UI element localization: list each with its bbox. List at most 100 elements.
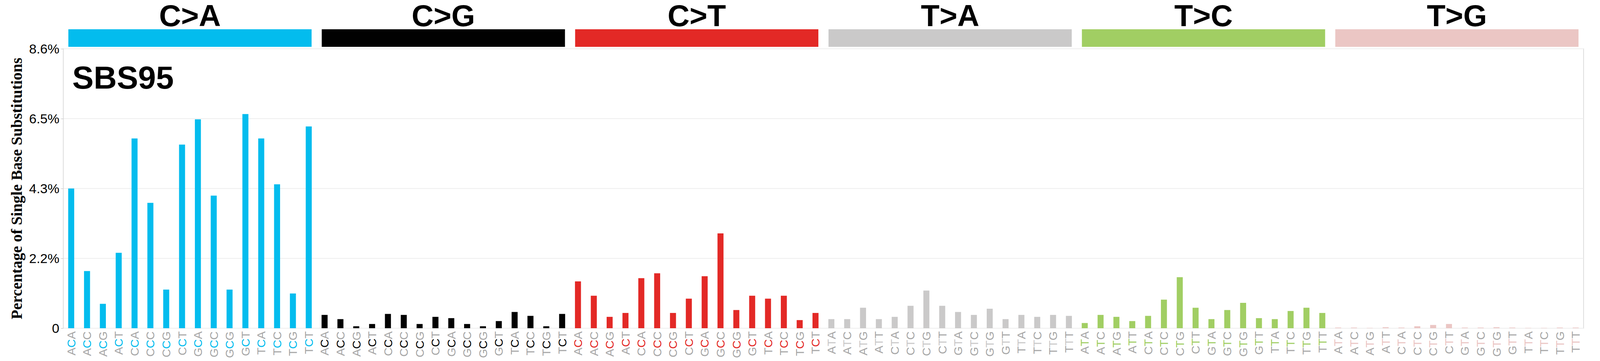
svg-text:T: T	[508, 348, 522, 356]
svg-text:G: G	[793, 331, 807, 341]
svg-text:C: C	[698, 339, 711, 349]
svg-text:G: G	[1505, 346, 1519, 356]
svg-text:G: G	[1490, 331, 1504, 341]
svg-text:T: T	[492, 331, 506, 339]
svg-text:T: T	[1125, 331, 1139, 339]
svg-text:T: T	[1205, 339, 1218, 347]
svg-text:C: C	[350, 340, 363, 350]
svg-text:T: T	[1125, 338, 1139, 346]
svg-text:T: T	[1316, 346, 1329, 354]
svg-text:T: T	[808, 331, 822, 339]
svg-text:C: C	[1347, 331, 1361, 341]
svg-text:T: T	[1268, 346, 1282, 354]
svg-text:A: A	[840, 347, 854, 356]
svg-text:T: T	[286, 349, 300, 357]
svg-text:G: G	[1205, 346, 1218, 356]
svg-text:T: T	[761, 348, 775, 356]
svg-text:C: C	[159, 349, 173, 358]
svg-text:A: A	[603, 349, 617, 358]
svg-text:T: T	[872, 331, 886, 339]
svg-text:A: A	[571, 331, 585, 340]
svg-text:G: G	[698, 348, 711, 358]
svg-text:C: C	[413, 340, 427, 350]
svg-text:C: C	[571, 339, 585, 349]
svg-text:A: A	[825, 346, 838, 355]
svg-text:T: T	[270, 348, 284, 356]
svg-text:G: G	[714, 348, 727, 358]
svg-text:C: C	[808, 338, 822, 348]
svg-text:T: T	[1094, 340, 1108, 348]
svg-text:G: G	[223, 349, 236, 359]
svg-text:T: T	[682, 331, 696, 339]
svg-text:C: C	[714, 331, 727, 341]
svg-text:T: T	[999, 338, 1013, 346]
svg-text:A: A	[317, 348, 331, 356]
svg-text:A: A	[333, 348, 347, 357]
svg-text:G: G	[159, 331, 173, 341]
svg-text:T: T	[856, 340, 870, 348]
svg-text:T>C: T>C	[1174, 0, 1233, 33]
svg-text:T: T	[1410, 340, 1424, 348]
svg-text:A: A	[1014, 331, 1028, 340]
svg-text:C: C	[1537, 331, 1551, 341]
svg-text:C: C	[397, 340, 411, 349]
svg-text:C: C	[888, 346, 902, 356]
svg-text:T: T	[1521, 346, 1535, 354]
svg-text:2.2%: 2.2%	[29, 251, 60, 267]
svg-text:T: T	[1046, 340, 1060, 348]
svg-text:T: T	[302, 331, 316, 339]
svg-text:T: T	[888, 339, 902, 347]
svg-text:G: G	[666, 331, 680, 341]
svg-text:A: A	[317, 331, 331, 340]
svg-text:G: G	[730, 349, 743, 359]
svg-text:T: T	[112, 331, 125, 339]
svg-text:C: C	[143, 348, 157, 358]
svg-text:C: C	[777, 340, 791, 349]
svg-text:C: C	[302, 338, 316, 348]
svg-text:C: C	[159, 340, 173, 350]
svg-text:C: C	[207, 340, 221, 349]
svg-text:G: G	[350, 331, 363, 341]
svg-text:T: T	[1331, 339, 1345, 347]
svg-text:G: G	[983, 331, 997, 341]
svg-text:C: C	[935, 346, 949, 355]
svg-text:T: T	[1157, 340, 1171, 348]
svg-text:T: T	[555, 331, 569, 339]
svg-text:C: C	[64, 339, 78, 349]
svg-text:A: A	[1078, 331, 1092, 340]
svg-text:A: A	[1379, 346, 1393, 354]
svg-text:C: C	[413, 349, 427, 358]
svg-text:C: C	[317, 339, 331, 349]
svg-text:G: G	[603, 331, 617, 341]
svg-text:C: C	[333, 340, 347, 349]
svg-text:G: G	[1553, 331, 1567, 341]
svg-text:C: C	[1426, 348, 1440, 357]
svg-text:A: A	[1521, 331, 1535, 340]
svg-text:T: T	[1300, 348, 1313, 356]
svg-text:T: T	[523, 348, 537, 356]
svg-text:C: C	[603, 340, 617, 350]
svg-text:T: T	[1537, 347, 1551, 355]
svg-text:A: A	[64, 348, 78, 356]
svg-text:C: C	[793, 340, 807, 350]
svg-text:A: A	[1458, 331, 1472, 340]
svg-text:C: C	[903, 347, 917, 356]
svg-text:C: C	[919, 348, 933, 357]
svg-text:A: A	[381, 331, 395, 340]
svg-text:T: T	[793, 349, 807, 357]
svg-text:T: T	[175, 331, 189, 339]
svg-text:A: A	[888, 331, 902, 340]
svg-text:C: C	[508, 339, 522, 349]
svg-text:T: T	[1490, 340, 1504, 348]
svg-text:G: G	[745, 347, 759, 357]
svg-text:T: T	[1046, 348, 1060, 356]
svg-text:C: C	[381, 348, 395, 357]
svg-text:A: A	[1363, 348, 1377, 356]
svg-text:A: A	[571, 348, 585, 356]
svg-text:G: G	[999, 346, 1013, 356]
svg-text:T: T	[1458, 339, 1472, 347]
svg-text:C: C	[492, 338, 506, 348]
svg-text:T: T	[1141, 339, 1155, 347]
svg-text:A: A	[96, 349, 110, 358]
svg-text:G: G	[1236, 331, 1250, 341]
